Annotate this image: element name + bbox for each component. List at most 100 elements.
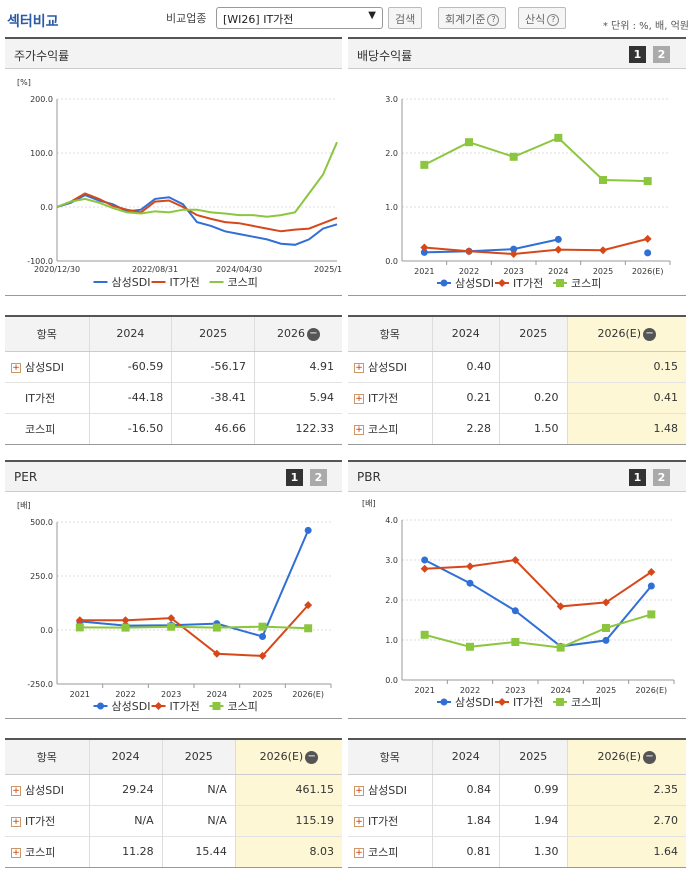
collapse-icon[interactable]: −: [307, 327, 320, 341]
header-label: 항목: [36, 327, 57, 341]
tab-1[interactable]: 1: [629, 469, 646, 486]
table-cell: + 코스피: [348, 412, 432, 444]
data-point: [167, 614, 176, 623]
y-tick-label: 100.0: [30, 149, 53, 158]
expand-icon[interactable]: +: [11, 362, 21, 373]
x-tick-label: 2022/08/31: [132, 265, 178, 274]
y-tick-label: 0.0: [40, 203, 53, 212]
series-line: [79, 529, 310, 638]
search-button[interactable]: 검색: [388, 7, 423, 29]
header-label: 2024: [451, 327, 480, 341]
collapse-icon[interactable]: −: [643, 750, 657, 764]
x-tick-label: 2026(E): [636, 686, 668, 695]
row-label: 코스피: [368, 422, 399, 436]
table-cell: 0.81: [431, 835, 500, 867]
x-tick-label: 2023: [505, 686, 525, 695]
panel-header: PBR 1 2: [348, 462, 686, 492]
data-point: [509, 152, 518, 161]
expand-icon[interactable]: +: [11, 847, 21, 858]
expand-icon[interactable]: +: [354, 362, 364, 373]
table-header-cell: 항목: [5, 317, 89, 352]
x-tick-label: 2024/04/30: [216, 265, 262, 274]
data-point: [554, 133, 563, 142]
expand-icon[interactable]: +: [354, 424, 364, 435]
data-point: [554, 235, 562, 243]
data-point: [304, 526, 312, 534]
accounting-button[interactable]: 회계기준?: [438, 7, 507, 29]
legend-label: 삼성SDI: [112, 276, 151, 289]
data-point: [511, 638, 520, 646]
collapse-icon[interactable]: −: [305, 750, 319, 764]
tab-2[interactable]: 2: [310, 469, 327, 486]
tab-1[interactable]: 1: [286, 469, 303, 486]
header-label: 2026: [277, 327, 305, 340]
x-tick-label: 2025: [596, 686, 616, 695]
legend-label: 코스피: [228, 700, 258, 713]
y-tick-label: 0.0: [385, 257, 398, 266]
table-cell: 0.40: [431, 351, 500, 382]
table-cell: + 삼성SDI: [5, 774, 89, 805]
pbr-chart-panel: PBR 1 2 4.0 3.0 2.0 1.0 0.0 [배] 2021 2022 2023 20…: [348, 460, 686, 719]
data-point: [420, 564, 429, 573]
tab-1[interactable]: 1: [629, 46, 646, 63]
table-cell: IT가전: [5, 381, 89, 413]
row-label: 삼성SDI: [25, 783, 64, 797]
table-row: + 코스피 2.28 1.50 1.48: [348, 412, 686, 444]
dividend-chart-panel: 배당수익률 1 2 3.0 2.0 1.0 0.0 2021 2022 2023 2024 20…: [348, 37, 686, 296]
table-cell: 1.94: [499, 804, 567, 836]
table-cell: + 삼성SDI: [5, 351, 89, 382]
tab-2[interactable]: 2: [653, 46, 670, 63]
data-point: [643, 177, 652, 186]
table-cell: N/A: [88, 804, 163, 836]
expand-icon[interactable]: +: [11, 785, 21, 796]
header-label: 2025: [184, 750, 213, 764]
tab-2[interactable]: 2: [653, 469, 670, 486]
x-tick-label: 2024: [207, 690, 227, 699]
data-point: [466, 642, 474, 651]
series-line: [424, 559, 653, 648]
data-point: [258, 622, 267, 631]
table-header-cell: 2024: [88, 740, 163, 775]
row-label: IT가전: [368, 391, 399, 405]
header-label: 2025: [519, 327, 548, 341]
series-line: [423, 136, 648, 183]
table-cell: 1.84: [431, 804, 500, 836]
legend-marker: [498, 698, 506, 706]
expand-icon[interactable]: +: [11, 816, 21, 827]
series-line: [424, 237, 648, 255]
table-cell: 0.84: [431, 774, 500, 805]
row-label: 코스피: [25, 422, 56, 436]
x-tick-label: 2020/12/30: [34, 265, 80, 274]
series-line: [424, 238, 559, 254]
data-point: [421, 556, 429, 564]
table-cell: 1.30: [499, 835, 567, 867]
data-point: [647, 582, 655, 590]
collapse-icon[interactable]: −: [643, 327, 657, 341]
table-cell: 29.24: [88, 774, 163, 805]
expand-icon[interactable]: +: [354, 393, 364, 404]
panel-title: PER: [14, 470, 38, 484]
legend-marker: [498, 279, 506, 287]
table-cell: N/A: [161, 774, 236, 805]
expand-icon[interactable]: +: [354, 847, 364, 858]
row-label: 삼성SDI: [368, 783, 407, 797]
y-tick-label: 2.0: [385, 149, 398, 158]
expand-icon[interactable]: +: [354, 816, 364, 827]
table-header-cell: 항목: [5, 740, 89, 775]
page-title: 섹터비교: [7, 14, 59, 30]
x-tick-label: 2025/12/30: [314, 265, 342, 274]
data-point: [643, 234, 652, 243]
x-tick-label: 2022: [460, 686, 480, 695]
table-row: + 삼성SDI 0.40 0.15: [348, 351, 686, 382]
unit-label: [배]: [362, 499, 376, 508]
sector-select[interactable]: [WI26] IT가전 ▼: [216, 7, 383, 29]
legend-label: IT가전: [170, 700, 200, 713]
table-cell: 2.70: [566, 804, 686, 836]
per-chart-panel: PER 1 2 500.0 250.0 0.0 -250.0 [배] 2021 2022 20…: [5, 460, 342, 719]
series-line: [79, 604, 309, 657]
expand-icon[interactable]: +: [354, 785, 364, 796]
table-header-cell: 2026−: [254, 317, 342, 352]
formula-button[interactable]: 산식?: [518, 7, 567, 29]
price-chart: 200.0 100.0 0.0 -100.0 [%] 2020/12/30 2022/08/…: [17, 78, 342, 289]
legend-label: 코스피: [571, 277, 601, 290]
